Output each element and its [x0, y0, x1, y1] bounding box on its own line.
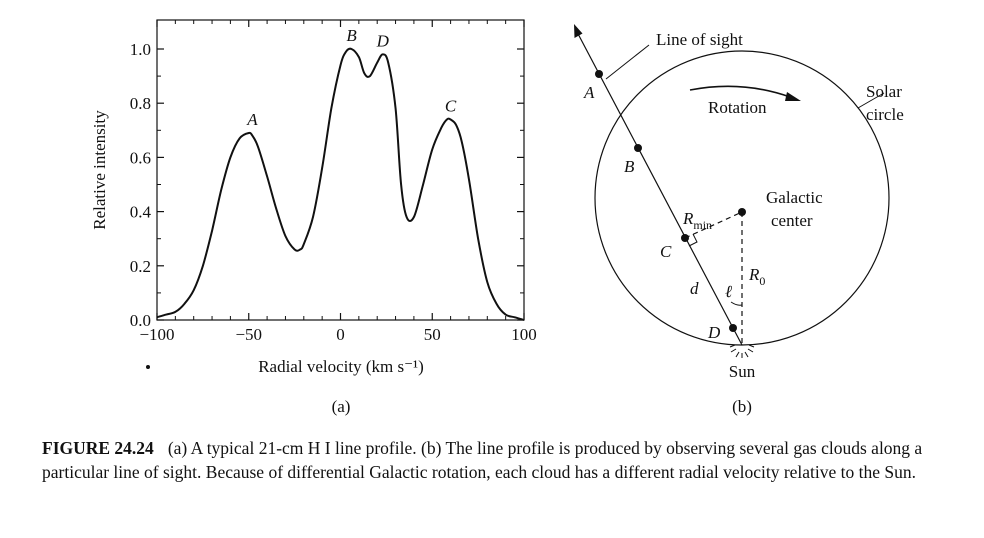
panel-b-label: (b) [732, 397, 752, 416]
sun-label: Sun [729, 362, 756, 381]
y-axis-label: Relative intensity [90, 110, 109, 230]
y-tick-label: 0.6 [130, 148, 151, 167]
peak-label-a: A [246, 110, 258, 129]
solar-circle-label-2: circle [866, 105, 904, 124]
solar-circle-label-1: Solar [866, 82, 902, 101]
sun-icon [729, 344, 755, 358]
figure-label: FIGURE 24.24 [42, 438, 154, 458]
x-tick-label: −50 [235, 325, 262, 344]
x-tick-label: −100 [139, 325, 174, 344]
point-a-dot [595, 70, 603, 78]
peak-label-d: D [376, 31, 390, 50]
caption-text: (a) A typical 21-cm H I line profile. (b… [42, 438, 923, 482]
longitude-angle-arc [730, 301, 743, 306]
rmin-label: Rmin [682, 209, 712, 232]
panel-a-label: (a) [332, 397, 351, 416]
longitude-label: ℓ [725, 282, 732, 301]
line-of-sight-diagram: Line of sight Rotation Solar circle A B … [574, 24, 904, 416]
figure: −100 −50 0 50 100 0.00.20.40.60.81.0 AB DC Re… [90, 19, 904, 416]
point-d-dot [729, 324, 737, 332]
x-tick-label: 0 [336, 325, 345, 344]
solar-circle [594, 50, 890, 346]
right-angle-marker [688, 233, 698, 247]
rotation-arrow [689, 85, 791, 98]
y-tick-label: 0.4 [130, 203, 152, 222]
point-b-dot [634, 144, 642, 152]
y-tick-label: 0.8 [130, 94, 151, 113]
peak-labels: A B D C [246, 26, 457, 129]
rotation-label: Rotation [708, 98, 767, 117]
x-tick-label: 50 [424, 325, 441, 344]
galactic-center-label-1: Galactic [766, 188, 823, 207]
rotation-arrowhead [785, 92, 801, 101]
distance-label: d [690, 279, 699, 298]
y-ticks: 0.0 0.2 0.4 0.6 0.8 1.0 [130, 40, 524, 330]
line-of-sight-line [575, 29, 743, 346]
point-a-label: A [583, 83, 595, 102]
r0-label: R0 [748, 265, 765, 288]
x-axis-label: Radial velocity (km s⁻¹) [258, 357, 424, 376]
line-of-sight-leader [605, 44, 650, 80]
point-d-label: D [707, 323, 721, 342]
solar-circle-leader [857, 92, 885, 109]
peak-label-c: C [445, 96, 457, 115]
line-profile-chart: −100 −50 0 50 100 0.0 0.2 0.4 0.6 0.8 1.0 A B D C Re… [90, 19, 537, 416]
x-ticks: −100 −50 0 50 100 [139, 20, 537, 344]
line-of-sight-label: Line of sight [656, 30, 743, 49]
x-tick-label: 100 [511, 325, 537, 344]
peak-label-b: B [346, 26, 357, 45]
profile-curve [156, 47, 525, 321]
point-b-label: B [624, 157, 635, 176]
line-of-sight-arrowhead [574, 24, 583, 38]
rmin-dashed-line [684, 211, 743, 239]
point-c-label: C [660, 242, 672, 261]
stray-dot [146, 365, 150, 369]
y-tick-label: 1.0 [130, 40, 151, 59]
y-tick-label: 0.2 [130, 257, 151, 276]
figure-caption: FIGURE 24.24 (a) A typical 21-cm H I line… [42, 436, 962, 484]
galactic-center-label-2: center [771, 211, 813, 230]
y-tick-label: 0.0 [130, 311, 151, 330]
